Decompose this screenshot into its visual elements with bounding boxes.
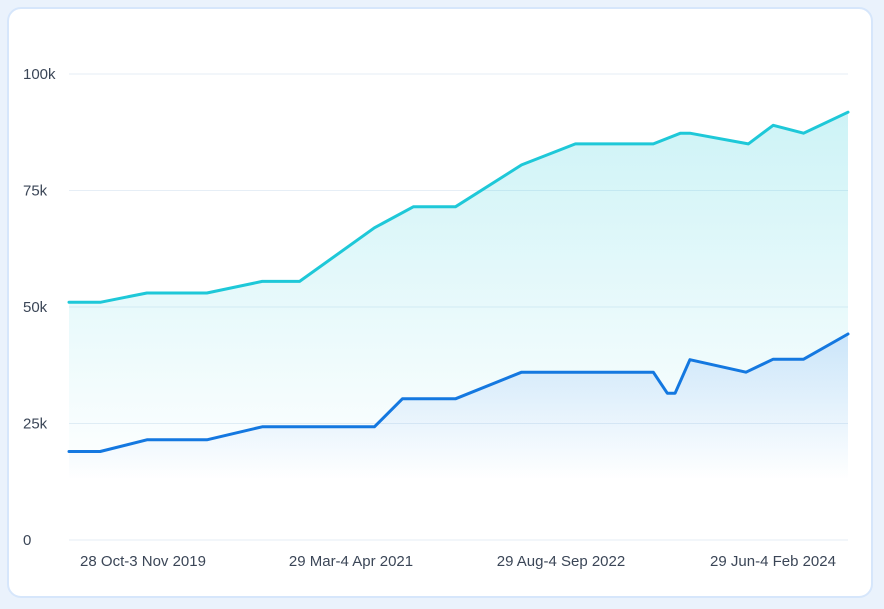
y-tick-label: 0 — [23, 532, 31, 549]
y-axis-labels: 0 25k 50k 75k 100k — [23, 66, 56, 549]
area-fills — [69, 112, 848, 480]
x-tick-label: 29 Aug-4 Sep 2022 — [497, 553, 625, 570]
series-line-1 — [67, 110, 850, 304]
series-line-2 — [67, 332, 850, 453]
x-tick-label: 29 Jun-4 Feb 2024 — [710, 553, 836, 570]
y-tick-label: 75k — [23, 183, 48, 200]
series-lines — [67, 110, 850, 453]
series-area-2 — [69, 334, 848, 480]
x-axis-labels: 28 Oct-3 Nov 2019 29 Mar-4 Apr 2021 29 Aug… — [80, 553, 836, 570]
x-tick-label: 29 Mar-4 Apr 2021 — [289, 553, 413, 570]
y-tick-label: 25k — [23, 416, 48, 433]
y-tick-label: 50k — [23, 299, 48, 316]
x-tick-label: 28 Oct-3 Nov 2019 — [80, 553, 206, 570]
y-tick-label: 100k — [23, 66, 56, 83]
